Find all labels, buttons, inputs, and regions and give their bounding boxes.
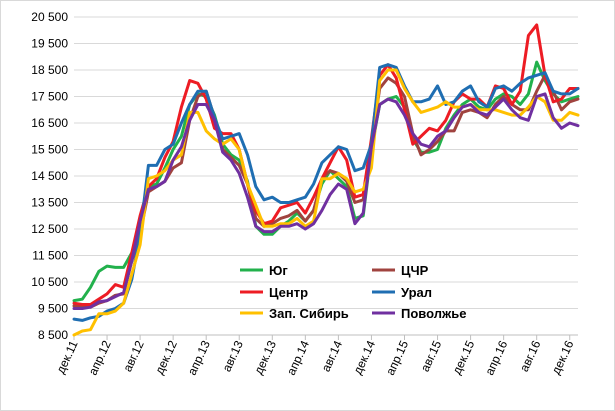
x-tick-label: авг.16 xyxy=(517,338,544,374)
y-tick-label: 18 500 xyxy=(31,63,68,77)
y-tick-label: 13 500 xyxy=(31,196,68,210)
y-tick-label: 15 500 xyxy=(31,143,68,157)
gridlines xyxy=(74,16,578,336)
series-line-1 xyxy=(72,73,580,309)
x-tick-label: авг.12 xyxy=(120,338,147,374)
y-tick-label: 9 500 xyxy=(38,302,68,316)
x-tick-label: авг.13 xyxy=(219,338,246,374)
legend-label: ЦЧР xyxy=(401,263,429,278)
y-axis: 8 500 9 500 10 500 11 500 12 500 13 500 14 500… xyxy=(31,10,68,342)
x-tick-label: дек.15 xyxy=(450,338,478,376)
legend-label: Юг xyxy=(269,263,288,278)
x-tick-label: авг.15 xyxy=(418,338,445,374)
x-tick-label: дек.14 xyxy=(350,338,378,376)
y-tick-label: 8 500 xyxy=(38,328,68,342)
x-tick-label: дек.12 xyxy=(152,338,180,376)
y-tick-label: 10 500 xyxy=(31,275,68,289)
x-tick-label: апр.15 xyxy=(383,338,411,377)
x-tick-label: дек.11 xyxy=(53,338,80,376)
x-tick-label: апр.16 xyxy=(482,338,510,377)
legend-label: Поволжье xyxy=(401,306,466,321)
x-tick-label: авг.14 xyxy=(319,338,346,374)
legend-label: Зап. Сибирь xyxy=(269,306,349,321)
series-lines xyxy=(72,23,580,337)
y-tick-label: 14 500 xyxy=(31,169,68,183)
legend-label: Центр xyxy=(269,285,308,300)
x-axis: дек.11 апр.12 авг.12 дек.12 апр.13 авг.13 дек.… xyxy=(53,334,578,377)
x-tick-label: дек.16 xyxy=(549,338,577,376)
y-tick-label: 19 500 xyxy=(31,37,68,51)
x-tick-label: апр.12 xyxy=(86,338,114,377)
x-tick-label: апр.14 xyxy=(284,338,312,377)
series-line-3 xyxy=(72,63,580,322)
x-tick-label: апр.13 xyxy=(185,338,213,377)
y-tick-label: 16 500 xyxy=(31,116,68,130)
legend-label: Урал xyxy=(401,285,432,300)
y-tick-label: 17 500 xyxy=(31,90,68,104)
x-tick-label: дек.13 xyxy=(251,338,279,376)
y-tick-label: 11 500 xyxy=(32,249,68,263)
y-tick-label: 12 500 xyxy=(31,222,68,236)
legend: Юг ЦЧР Центр Урал Зап. Сибирь Поволжье xyxy=(240,263,466,321)
series-line-5 xyxy=(72,92,580,310)
y-tick-label: 20 500 xyxy=(31,10,68,24)
